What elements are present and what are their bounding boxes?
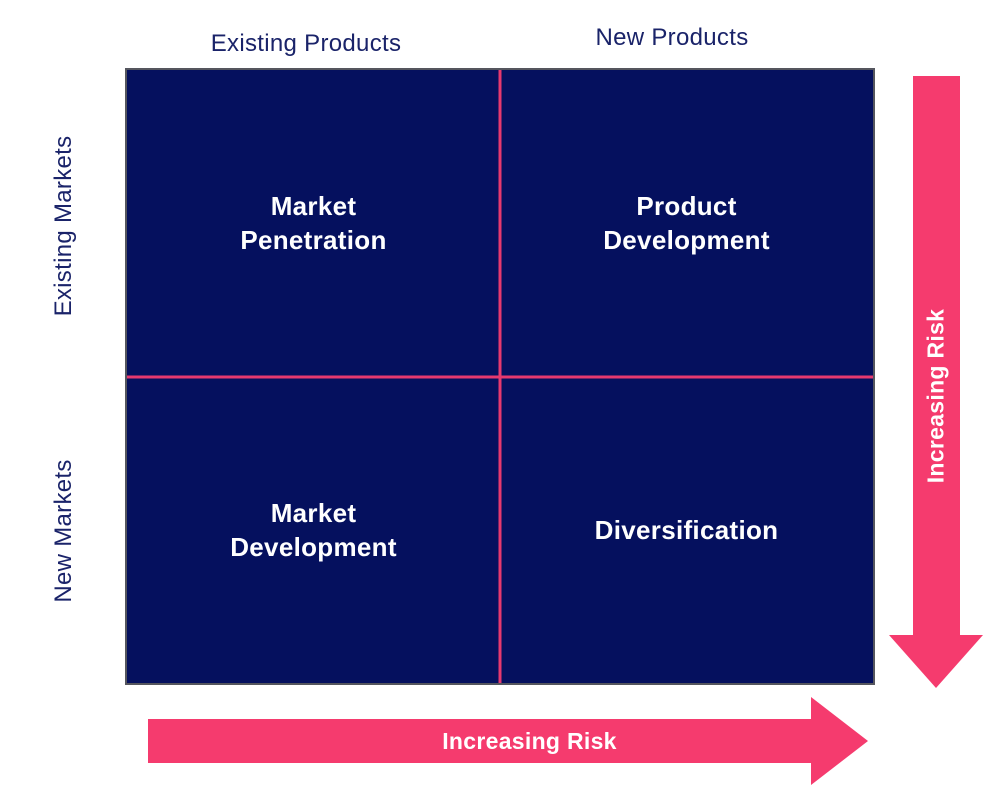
quadrant-label: Market Development bbox=[230, 497, 397, 562]
column-label-new-products: New Products bbox=[595, 24, 749, 51]
quadrant-product-development: Product Development bbox=[500, 70, 873, 377]
quadrant-label: Market Penetration bbox=[240, 191, 387, 256]
quadrant-diversification: Diversification bbox=[500, 377, 873, 684]
horizontal-divider-line bbox=[127, 375, 873, 378]
increasing-risk-arrow-horizontal: Increasing Risk bbox=[148, 719, 811, 763]
arrow-down-head-icon bbox=[889, 635, 983, 688]
increasing-risk-arrow-vertical bbox=[913, 76, 960, 635]
row-label-existing-markets: Existing Markets bbox=[50, 135, 77, 317]
quadrant-market-penetration: Market Penetration bbox=[127, 70, 500, 377]
quadrant-label: Diversification bbox=[594, 514, 779, 545]
column-label-existing-products: Existing Products bbox=[210, 30, 402, 57]
increasing-risk-horizontal-label: Increasing Risk bbox=[442, 727, 617, 754]
matrix-grid: Market Penetration Product Development M… bbox=[125, 68, 875, 685]
increasing-risk-vertical-label: Increasing Risk bbox=[922, 308, 949, 484]
quadrant-label: Product Development bbox=[603, 191, 770, 256]
quadrant-market-development: Market Development bbox=[127, 377, 500, 684]
arrow-right-head-icon bbox=[811, 697, 868, 785]
row-label-new-markets: New Markets bbox=[50, 459, 77, 603]
